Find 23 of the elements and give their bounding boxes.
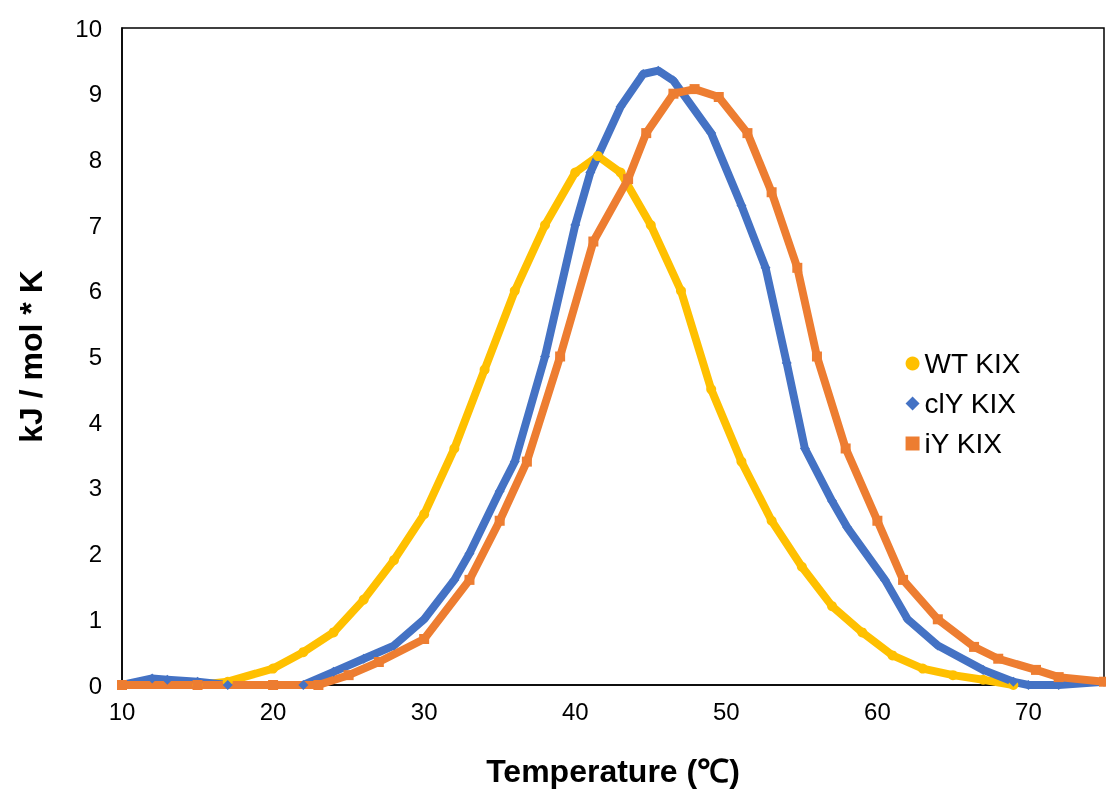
- y-axis-title: kJ / mol * K: [13, 270, 49, 443]
- x-axis-title: Temperature (℃): [486, 753, 740, 789]
- x-tick-label: 50: [712, 697, 740, 725]
- x-tick-label: 70: [1015, 697, 1042, 725]
- y-tick-label: 1: [88, 605, 102, 633]
- y-tick-label: 2: [88, 540, 102, 568]
- legend-label: WT KIX: [924, 348, 1021, 379]
- y-tick-label: 4: [88, 408, 102, 436]
- y-tick-label: 3: [88, 474, 102, 502]
- y-tick-label: 10: [75, 14, 102, 42]
- legend-label: clY KIX: [924, 388, 1017, 419]
- y-tick-label: 8: [88, 145, 102, 173]
- y-tick-label: 6: [88, 277, 102, 305]
- x-tick-label: 60: [864, 697, 891, 725]
- x-tick-label: 30: [410, 697, 438, 725]
- x-tick-label: 40: [561, 697, 589, 725]
- y-tick-label: 0: [88, 671, 102, 699]
- legend-label: iY KIX: [924, 428, 1003, 459]
- y-tick-label: 7: [88, 211, 102, 239]
- x-tick-label: 10: [108, 697, 136, 725]
- x-tick-label: 20: [259, 697, 287, 725]
- y-tick-label: 9: [88, 80, 102, 108]
- y-tick-label: 5: [88, 343, 102, 370]
